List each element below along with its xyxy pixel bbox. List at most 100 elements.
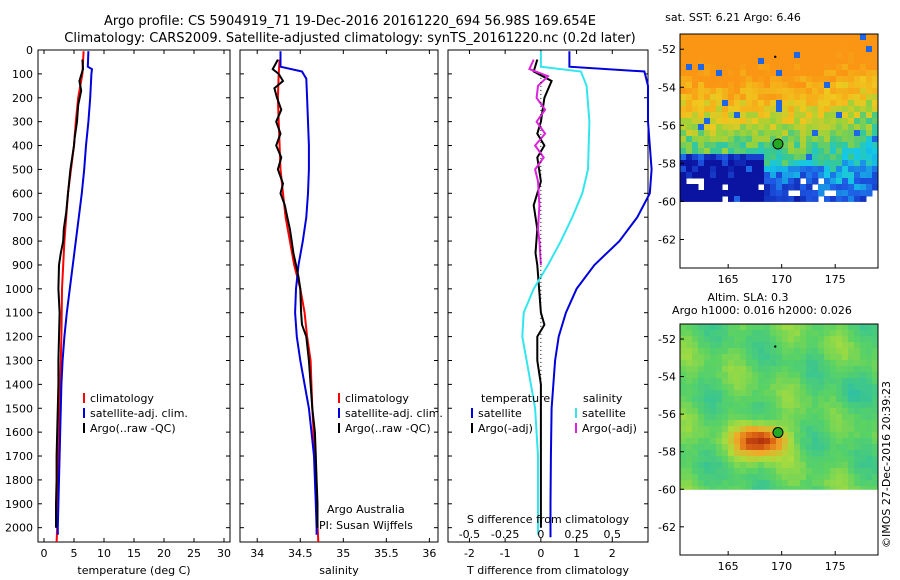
map-cell (848, 106, 855, 113)
map-cell (794, 76, 801, 83)
map-cell (770, 40, 777, 47)
map-cell (716, 178, 723, 185)
map-cell (680, 342, 687, 349)
map-cell (860, 330, 867, 337)
map-cell (818, 130, 825, 137)
map-cell (722, 148, 729, 155)
map-cell (710, 354, 717, 361)
series-line-salinity-satellite (521, 51, 591, 535)
map-cell (818, 46, 825, 53)
map-cell (782, 486, 789, 490)
map-cell (740, 474, 747, 481)
map-cell (770, 450, 777, 457)
map-cell (800, 184, 807, 191)
map-cell (716, 106, 723, 113)
map-cell (806, 64, 813, 71)
map-cell (830, 402, 837, 409)
map-cell (680, 148, 687, 155)
map-cell (776, 46, 783, 53)
map-cell (716, 390, 723, 397)
map-cell (848, 64, 855, 71)
map-cell (824, 450, 831, 457)
map-cell (680, 474, 687, 481)
map-cell (680, 384, 687, 391)
sla-map-panel: 165 170 175-52-54-56-58-60-62 (658, 323, 879, 573)
map-cell (812, 486, 819, 490)
map-cell (830, 52, 837, 59)
map-cell (812, 64, 819, 71)
map-cell (782, 438, 789, 445)
map-cell (854, 468, 861, 475)
map-cell (872, 456, 879, 463)
map-cell (818, 366, 825, 373)
map-cell (722, 360, 729, 367)
map-cell (848, 450, 855, 457)
map-cell (692, 462, 699, 469)
map-cell (854, 148, 861, 155)
map-cell (830, 354, 837, 361)
map-cell (740, 336, 747, 343)
map-cell (860, 124, 867, 131)
map-cell (824, 438, 831, 445)
map-cell (710, 384, 717, 391)
map-cell (698, 82, 705, 89)
map-cell (752, 450, 759, 457)
map-cell (734, 100, 741, 107)
map-cell (872, 142, 879, 149)
map-cell (848, 184, 855, 191)
map-cell (848, 70, 855, 77)
map-cell (812, 46, 819, 53)
map-cell (788, 142, 795, 149)
map-cell (764, 46, 771, 53)
map-cell (794, 348, 801, 355)
map-cell (728, 438, 735, 445)
map-cell (788, 106, 795, 113)
map-cell (752, 70, 759, 77)
map-cell (812, 468, 819, 475)
map-cell (848, 372, 855, 379)
map-cell (848, 348, 855, 355)
map-cell (746, 142, 753, 149)
series-line-satellite-adj-clim- (56, 51, 94, 535)
y-tick-label: 1300 (5, 354, 33, 367)
map-cell (692, 348, 699, 355)
map-cell (692, 456, 699, 463)
map-cell (722, 76, 729, 83)
map-cell (770, 438, 777, 445)
map-cell (806, 390, 813, 397)
map-cell (770, 136, 777, 143)
map-cell (860, 178, 867, 185)
map-cell (776, 348, 783, 355)
map-cell (830, 76, 837, 83)
map-cell (860, 34, 867, 41)
map-cell (800, 336, 807, 343)
map-cell (770, 76, 777, 83)
map-cell (776, 64, 783, 71)
map-cell (722, 348, 729, 355)
map-cell (812, 330, 819, 337)
map-cell (824, 378, 831, 385)
map-cell (830, 136, 837, 143)
map-cell (740, 390, 747, 397)
imos-side-note: ©IMOS 27-Dec-2016 20:39:23 (880, 381, 893, 548)
map-cell (698, 486, 705, 490)
map-cell (788, 384, 795, 391)
map-cell (854, 474, 861, 481)
map-cell (794, 336, 801, 343)
map-cell (788, 52, 795, 59)
map-cell (848, 420, 855, 427)
map-cell (836, 58, 843, 65)
map-cell (812, 384, 819, 391)
map-cell (806, 184, 813, 191)
map-cell (806, 88, 813, 95)
map-cell (716, 154, 723, 161)
map-cell (734, 184, 741, 191)
map-cell (818, 486, 825, 490)
map-cell (866, 154, 873, 161)
map-cell (734, 336, 741, 343)
map-cell (836, 82, 843, 89)
map-cell (758, 94, 765, 101)
map-cell (758, 354, 765, 361)
map-cell (860, 390, 867, 397)
